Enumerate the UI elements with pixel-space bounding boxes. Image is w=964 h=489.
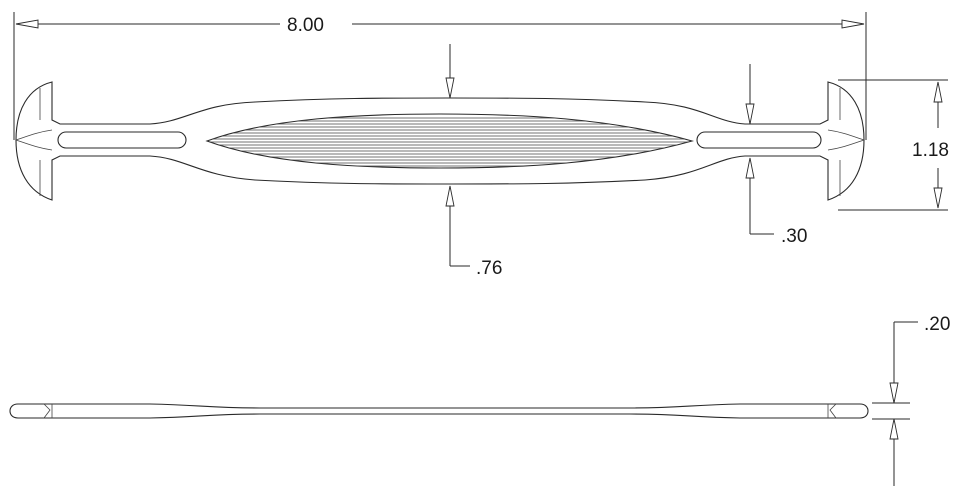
side-profile [9,403,869,419]
arrow-up-icon [745,157,755,179]
arrow-up-icon [445,185,455,207]
arrow-left-icon [15,19,39,29]
arrow-down-icon [933,187,943,209]
grip-width-label: .76 [476,258,502,279]
overall-length-dimension: 8.00 [13,12,867,140]
arrow-right-icon [841,19,865,29]
side-view: .20 [9,314,950,486]
head-height-label: 1.18 [912,140,949,161]
grip-width-dimension: .76 [445,44,502,279]
side-left-end-detail [43,403,53,419]
thickness-dimension: .20 [872,314,950,486]
head-height-dimension: 1.18 [838,79,949,211]
overall-length-label: 8.00 [287,15,324,36]
right-slot [696,131,822,149]
arrow-up-icon [889,418,899,440]
arrow-up-icon [933,81,943,103]
thickness-label: .20 [924,314,950,335]
left-head-detail [15,88,53,196]
left-slot [57,131,187,149]
side-right-end-detail [827,403,837,419]
arrow-down-icon [889,382,899,404]
arrow-down-icon [445,77,455,99]
right-head-detail [827,88,865,196]
neck-width-label: .30 [781,226,807,247]
neck-width-dimension: .30 [745,64,807,247]
top-view: 8.00 1.18 .76 .30 [13,12,949,279]
arrow-down-icon [745,103,755,125]
